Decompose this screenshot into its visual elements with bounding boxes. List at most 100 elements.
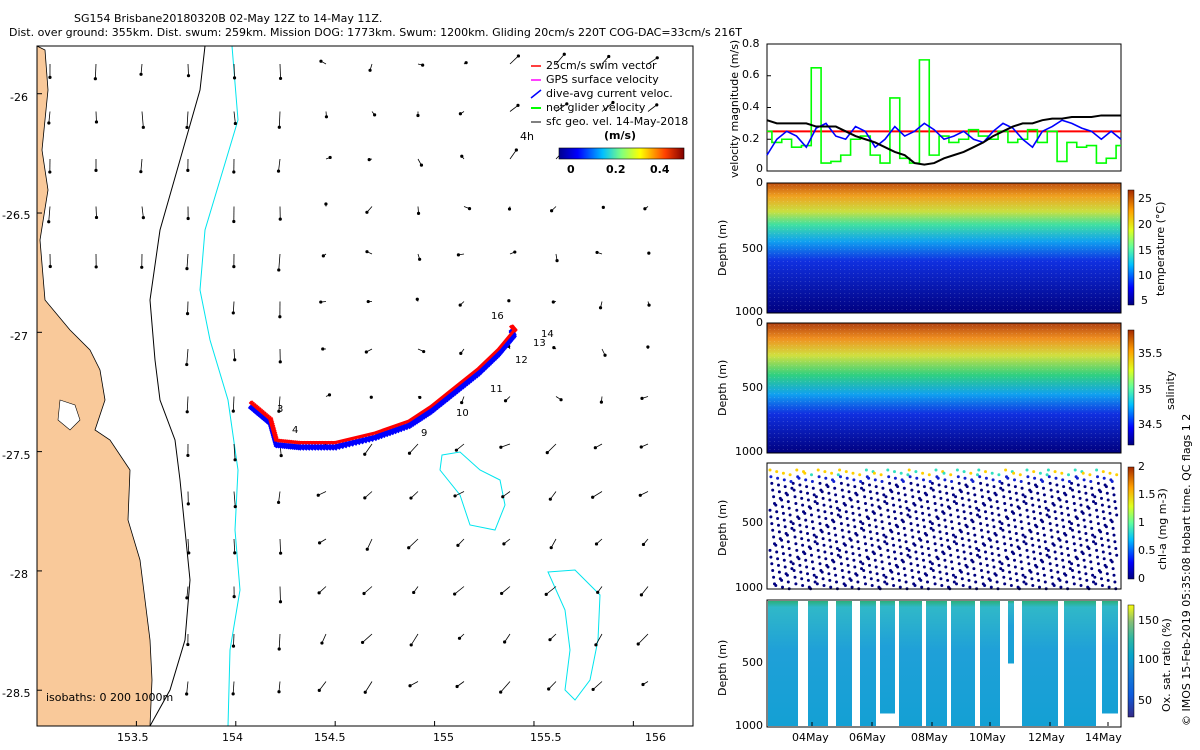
chl-sample bbox=[805, 565, 809, 569]
map-xtick: 154 bbox=[222, 731, 243, 744]
chl-sample bbox=[985, 563, 989, 567]
chl-sample bbox=[833, 526, 837, 530]
chl-sample bbox=[1061, 478, 1065, 482]
chl-sample bbox=[1032, 510, 1036, 514]
vector-head bbox=[416, 211, 421, 215]
chl-sample bbox=[1107, 545, 1111, 549]
chl-sample bbox=[1017, 506, 1021, 510]
vector-head bbox=[187, 551, 191, 555]
chl-sample bbox=[771, 569, 775, 572]
chl-sample bbox=[850, 505, 854, 509]
chl-sample bbox=[1044, 547, 1048, 550]
vector-head bbox=[502, 542, 506, 546]
chl-sample bbox=[813, 540, 817, 544]
chl-sample bbox=[908, 555, 912, 559]
geo-velocity-vector bbox=[500, 681, 511, 693]
chl-sample bbox=[839, 522, 843, 526]
chl-sample bbox=[951, 567, 954, 571]
chl-sample bbox=[849, 538, 853, 542]
chl-sample bbox=[999, 567, 1003, 571]
land-mass bbox=[37, 46, 153, 726]
temp-cbar-tick: 10 bbox=[1138, 269, 1152, 282]
chl-sample bbox=[1000, 562, 1004, 566]
chl-sample bbox=[903, 533, 907, 537]
chl-sample bbox=[827, 532, 831, 535]
chl-sample bbox=[839, 515, 842, 519]
vector-head bbox=[185, 692, 189, 696]
chl-sample bbox=[792, 488, 796, 492]
vector-head bbox=[278, 76, 283, 81]
time-tick-label: 06May bbox=[849, 731, 886, 744]
chl-sample bbox=[1041, 560, 1045, 564]
chl-sample bbox=[1004, 468, 1008, 472]
chl-sample bbox=[954, 575, 958, 579]
chl-sample bbox=[833, 567, 837, 571]
vector-head bbox=[363, 690, 367, 694]
track-day-label: 3 bbox=[277, 404, 284, 415]
vel-tick: 0.6 bbox=[742, 68, 760, 81]
chl-sample bbox=[990, 471, 994, 475]
chl-sample bbox=[1100, 537, 1103, 541]
vector-head bbox=[551, 300, 555, 304]
chl-sample bbox=[830, 552, 834, 556]
vector-head bbox=[276, 500, 281, 505]
chl-sample bbox=[962, 510, 966, 514]
chl-sample bbox=[896, 525, 900, 529]
chl-sample bbox=[915, 476, 919, 480]
chl-sample bbox=[944, 525, 948, 529]
chl-sample bbox=[1081, 471, 1085, 475]
vector-head bbox=[647, 251, 651, 255]
temperature-panel-frame bbox=[766, 182, 1122, 314]
vector-head bbox=[48, 170, 52, 174]
chl-sample bbox=[817, 475, 821, 479]
chl-sample bbox=[977, 468, 981, 472]
chl-sample bbox=[880, 560, 884, 564]
chl-sample bbox=[1106, 578, 1110, 582]
chl-sample bbox=[891, 537, 895, 541]
chl-sample bbox=[930, 562, 934, 566]
chl-sample bbox=[910, 569, 914, 572]
chl-sample bbox=[950, 520, 954, 524]
chl-sample bbox=[980, 535, 984, 539]
chl-sample bbox=[822, 543, 826, 547]
chl-sample bbox=[818, 562, 822, 566]
chl-sample bbox=[786, 580, 790, 584]
vector-head bbox=[185, 312, 190, 316]
chl-sample bbox=[1018, 513, 1022, 517]
chl-sample bbox=[1105, 532, 1109, 535]
vector-head bbox=[278, 217, 282, 221]
geo-velocity-vector bbox=[362, 633, 373, 643]
chl-sample bbox=[925, 533, 929, 537]
vector-head bbox=[317, 591, 321, 595]
chl-sample bbox=[774, 543, 778, 547]
geo-velocity-vector bbox=[500, 443, 511, 448]
vector-head bbox=[185, 362, 189, 367]
chl-sample bbox=[914, 550, 918, 554]
chl-sample bbox=[959, 570, 963, 574]
chl-sample bbox=[971, 520, 975, 524]
chl-sample bbox=[1013, 525, 1017, 529]
vector-head bbox=[369, 395, 373, 399]
chl-sample bbox=[1042, 486, 1045, 490]
chl-sample bbox=[927, 513, 931, 517]
geo-velocity-vector bbox=[318, 681, 327, 691]
chl-sample bbox=[1101, 550, 1105, 554]
chl-sample bbox=[1111, 526, 1115, 530]
chl-sample bbox=[815, 502, 819, 505]
vector-head bbox=[409, 643, 413, 647]
chl-sample bbox=[1003, 542, 1007, 546]
chl-sample bbox=[864, 508, 868, 512]
chl-sample bbox=[906, 473, 910, 477]
chl-sample bbox=[806, 572, 809, 576]
chl-sample bbox=[812, 533, 816, 537]
chl-sample bbox=[814, 535, 818, 539]
chl-sample bbox=[1000, 522, 1004, 526]
chl-sample bbox=[925, 493, 929, 497]
chl-sample bbox=[867, 517, 871, 520]
map-xtick: 153.5 bbox=[117, 731, 149, 744]
geo-velocity-vector bbox=[555, 53, 565, 65]
chl-sample bbox=[878, 547, 882, 550]
geo-velocity-vector bbox=[279, 63, 281, 79]
vector-head bbox=[362, 591, 366, 596]
chl-sample bbox=[858, 513, 862, 517]
